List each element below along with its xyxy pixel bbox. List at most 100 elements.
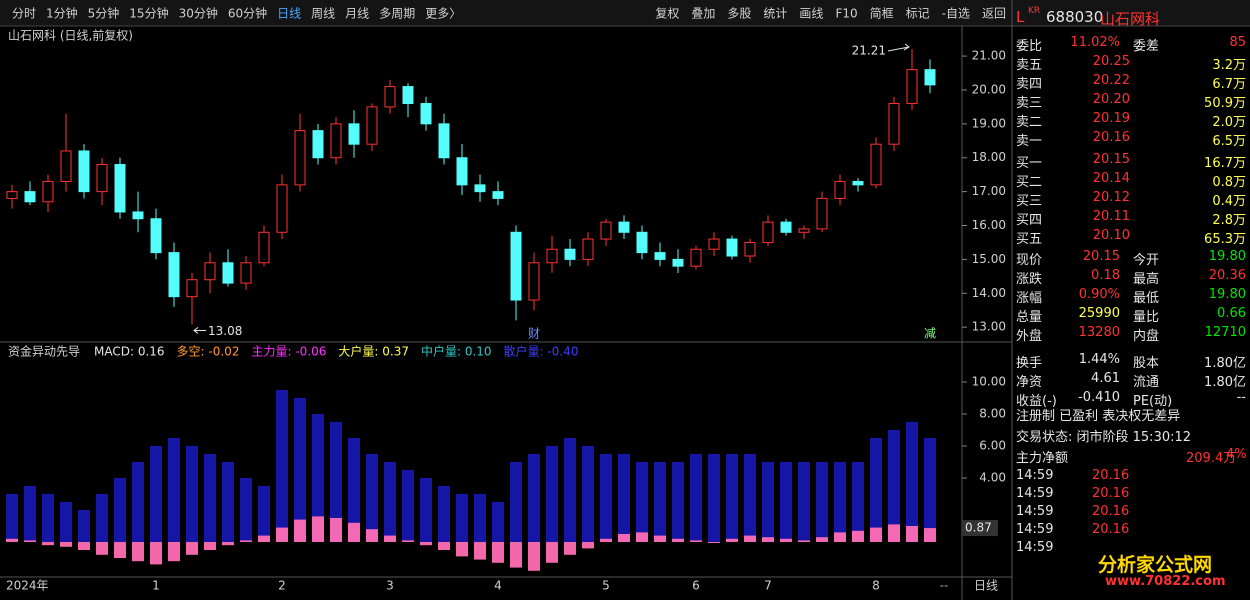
flags: 注册制 已盈利 表决权无差异 [1016,409,1181,424]
button[interactable]: F10 [835,7,857,21]
bar [780,461,792,542]
value: 1.80亿 [1204,356,1246,371]
tab[interactable]: 多周期 [379,7,415,21]
bar [690,540,702,542]
bar [456,541,468,557]
bar [276,527,288,542]
event-marker[interactable]: 财 [528,327,540,341]
tab[interactable]: 日线 [277,7,301,21]
bar [114,541,126,558]
tab[interactable]: 15分钟 [129,6,168,21]
candle-body [852,180,864,186]
bar [744,535,756,542]
bar [510,461,522,542]
x-tick-label: 4 [494,579,502,593]
button[interactable]: 叠加 [691,7,715,21]
button[interactable]: 标记 [906,7,930,21]
candle-body [114,164,126,213]
value: 85 [1229,35,1246,50]
value: -0.410 [1078,390,1120,405]
tab[interactable]: 周线 [311,7,335,21]
candle-body [96,164,108,193]
bar [402,469,414,542]
tab[interactable]: 30分钟 [179,6,218,21]
tab[interactable]: 月线 [345,7,369,21]
tab[interactable]: 更多〉 [425,7,461,21]
button[interactable]: 统计 [763,7,787,21]
button[interactable]: 返回 [982,7,1006,21]
value: 20.36 [1208,268,1246,283]
y-tick-label: 17.00 [972,184,1006,198]
bar [852,530,864,542]
bar [564,437,576,542]
candle-body [60,150,72,182]
tab[interactable]: 分时 [12,7,36,21]
label: 外盘 [1016,329,1043,344]
bar [240,477,252,542]
tick-time: 14:59 [1016,522,1054,537]
bar [150,541,162,565]
y-tick-label: 4.00 [979,470,1006,484]
label: 委差 [1133,39,1160,54]
candle-body [366,106,378,145]
bar [888,524,900,542]
candle-body [474,184,486,193]
bar [114,477,126,542]
current-box [962,520,998,537]
value: 20.15 [1082,249,1120,264]
book-volume: 2.8万 [1212,213,1246,228]
annotation-arrow [193,327,206,334]
book-price: 20.11 [1092,209,1130,224]
y-tick-label: 14.00 [972,286,1006,300]
candle-body [708,238,720,250]
bar [726,538,738,542]
bar [204,453,216,542]
value: -- [1236,390,1246,405]
book-volume: 50.9万 [1204,96,1246,111]
candle-body [600,221,612,240]
bar [456,493,468,542]
tab[interactable]: 1分钟 [46,6,78,21]
bar [312,413,324,542]
button[interactable]: 简框 [870,7,894,21]
bar [168,437,180,542]
candle-body [816,197,828,230]
button[interactable]: 多股 [727,7,751,21]
bar [906,525,918,542]
tag: KR [1028,6,1041,16]
value: 0.18 [1091,268,1120,283]
period[interactable]: 日线 [974,579,998,593]
bar [636,532,648,542]
tab[interactable]: 60分钟 [228,6,267,21]
label: 收益(-) [1016,394,1057,409]
event-marker[interactable]: 减 [924,327,936,341]
x-tick-label: 2024年 [6,579,49,593]
book-volume: 3.2万 [1212,58,1246,73]
y-tick-label: 15.00 [972,252,1006,266]
candle-body [204,262,216,281]
candle-body [78,150,90,193]
bar [258,535,270,542]
button[interactable]: -自选 [942,7,970,21]
button[interactable]: 画线 [799,7,823,21]
book-label: 卖三 [1016,96,1043,111]
label: 换手 [1016,356,1043,371]
book-price: 20.20 [1092,92,1130,107]
tick-price: 20.16 [1092,468,1130,483]
candle-body [168,252,180,298]
legend-item: 多空: -0.02 [177,345,240,359]
bar [834,461,846,542]
x-tick-label: 3 [386,579,394,593]
y-tick-label: 20.00 [972,82,1006,96]
bar [852,461,864,542]
code: 688030 [1046,8,1104,26]
button[interactable]: 复权 [655,7,679,21]
candle-body [438,123,450,159]
book-volume: 0.8万 [1212,175,1246,190]
candle-body [744,241,756,257]
bar [744,453,756,542]
tab[interactable]: 5分钟 [88,6,120,21]
bar [600,538,612,542]
bar [132,541,144,562]
bar [564,541,576,555]
